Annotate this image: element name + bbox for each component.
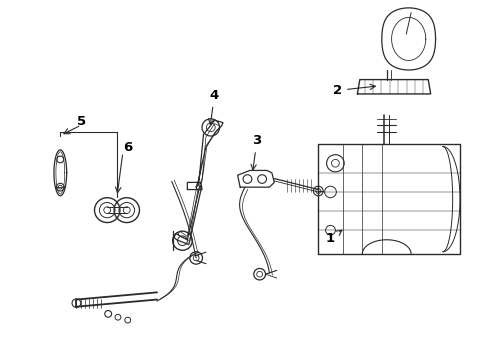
Text: 5: 5 [77, 115, 86, 128]
Text: 6: 6 [123, 141, 132, 154]
Text: 3: 3 [251, 134, 262, 170]
Text: 4: 4 [208, 89, 219, 124]
Text: 1: 1 [326, 230, 342, 245]
Text: 2: 2 [333, 84, 375, 97]
